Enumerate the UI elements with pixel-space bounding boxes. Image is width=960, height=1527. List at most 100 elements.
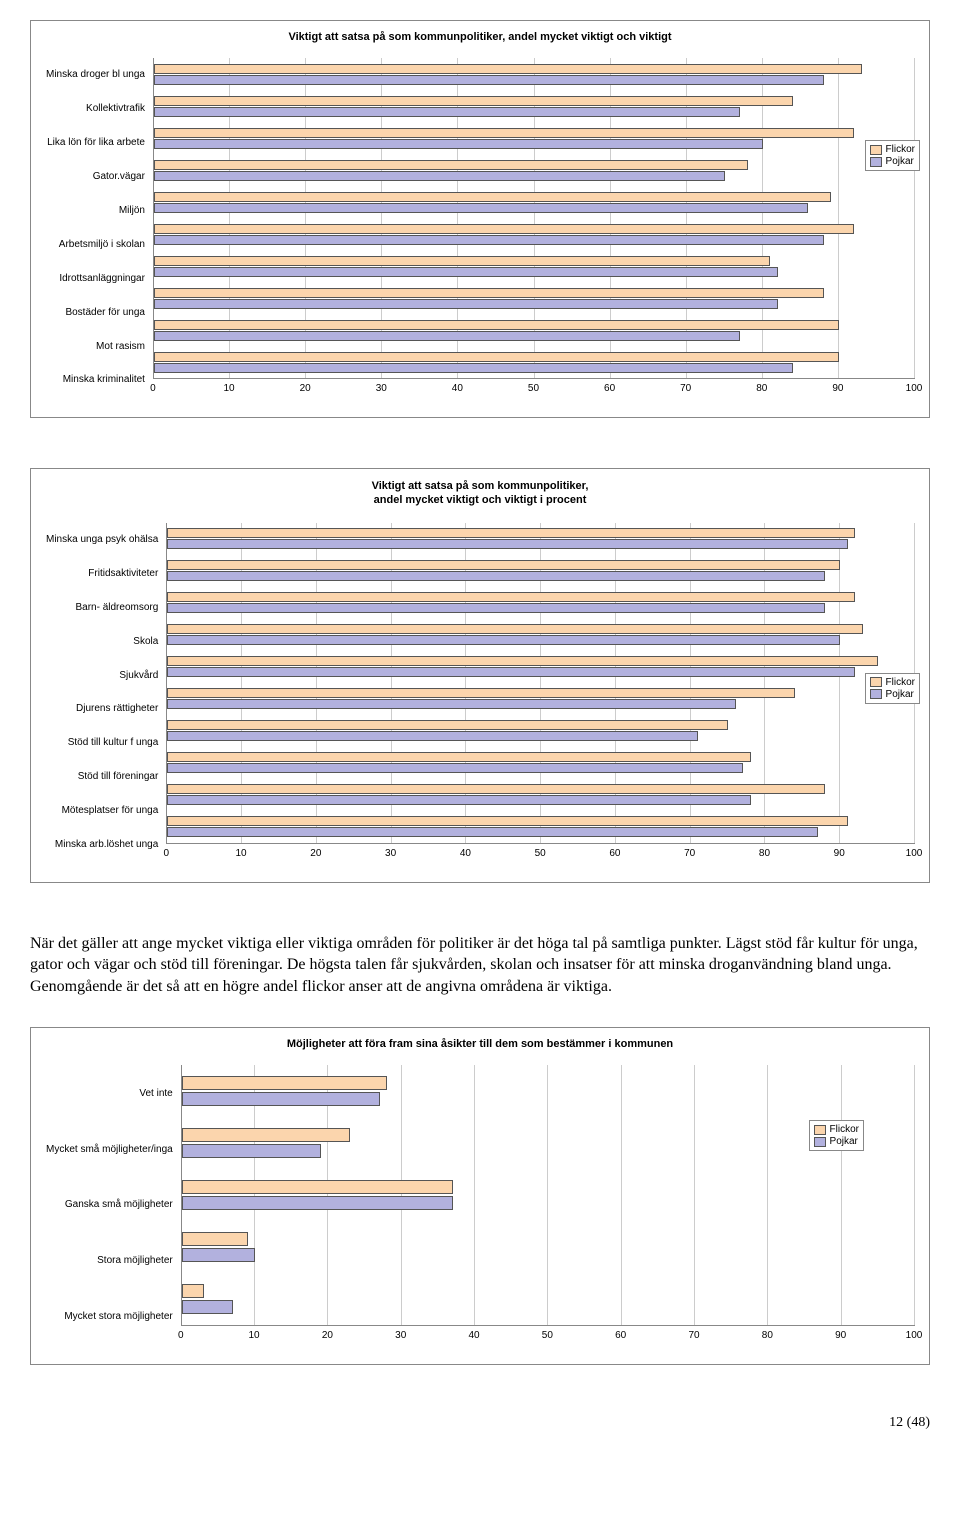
bar-flickor [154, 192, 831, 202]
bar-pojkar [167, 539, 847, 549]
y-label: Mycket stora möjligheter [46, 1292, 173, 1340]
chart-2: Viktigt att satsa på som kommunpolitiker… [30, 468, 930, 883]
bar-group [167, 587, 915, 619]
y-label: Miljön [46, 197, 145, 225]
bar-group [167, 555, 915, 587]
bar-flickor [154, 64, 862, 74]
chart-2-title-line2: andel mycket viktigt och viktigt i proce… [374, 494, 587, 506]
chart-3-plot-wrap: 0102030405060708090100 Flickor Pojkar [181, 1065, 914, 1344]
bar-group [182, 1221, 915, 1273]
bar-group [154, 282, 915, 314]
bar-pojkar [167, 763, 743, 773]
bar-group [154, 250, 915, 282]
bar-group [154, 122, 915, 154]
chart-2-x-axis: 0102030405060708090100 [166, 848, 914, 862]
y-label: Idrottsanläggningar [46, 264, 145, 292]
bar-flickor [154, 288, 824, 298]
y-label: Minska droger bl unga [46, 61, 145, 89]
x-tick-label: 90 [834, 848, 845, 859]
bar-group [167, 747, 915, 779]
x-tick-label: 0 [150, 383, 156, 394]
bar-group [167, 523, 915, 555]
legend-label-pojkar: Pojkar [830, 1136, 858, 1147]
legend-row-pojkar: Pojkar [870, 156, 915, 167]
chart-2-y-axis-labels: Minska unga psyk ohälsaFritidsaktivitete… [46, 523, 166, 862]
chart-2-plot-area [166, 523, 915, 844]
chart-3-plot-area [181, 1065, 915, 1326]
bar-pojkar [154, 203, 809, 213]
chart-1-y-axis-labels: Minska droger bl ungaKollektivtrafikLika… [46, 58, 153, 397]
chart-1-body: Minska droger bl ungaKollektivtrafikLika… [46, 58, 914, 397]
x-tick-label: 10 [248, 1330, 259, 1341]
legend-swatch-pojkar [814, 1137, 826, 1147]
chart-1-plot-wrap: 0102030405060708090100 Flickor Pojkar [153, 58, 914, 397]
legend-row-pojkar: Pojkar [814, 1136, 859, 1147]
y-label: Djurens rättigheter [46, 695, 158, 723]
chart-2-plot-wrap: 0102030405060708090100 Flickor Pojkar [166, 523, 914, 862]
bar-pojkar [167, 635, 840, 645]
y-label: Barn- äldreomsorg [46, 593, 158, 621]
legend-swatch-flickor [870, 677, 882, 687]
chart-3: Möjligheter att föra fram sina åsikter t… [30, 1027, 930, 1365]
chart-1-plot-area [153, 58, 915, 379]
y-label: Stora möjligheter [46, 1237, 173, 1285]
bar-pojkar [154, 171, 725, 181]
x-tick-label: 0 [164, 848, 170, 859]
y-label: Ganska små möjligheter [46, 1181, 173, 1229]
x-tick-label: 10 [236, 848, 247, 859]
legend-row-flickor: Flickor [870, 144, 915, 155]
bar-flickor [182, 1232, 248, 1246]
x-tick-label: 50 [542, 1330, 553, 1341]
legend-swatch-flickor [814, 1125, 826, 1135]
legend-row-flickor: Flickor [814, 1124, 859, 1135]
x-tick-label: 10 [223, 383, 234, 394]
bar-group [182, 1117, 915, 1169]
bar-flickor [182, 1076, 387, 1090]
x-tick-label: 70 [688, 1330, 699, 1341]
y-label: Vet inte [46, 1069, 173, 1117]
legend-swatch-flickor [870, 145, 882, 155]
bar-pojkar [167, 731, 698, 741]
bar-flickor [154, 160, 748, 170]
bar-pojkar [154, 235, 824, 245]
bar-pojkar [182, 1092, 380, 1106]
y-label: Bostäder för unga [46, 298, 145, 326]
x-tick-label: 20 [310, 848, 321, 859]
x-tick-label: 20 [300, 383, 311, 394]
page-number: 12 (48) [30, 1415, 930, 1431]
bar-pojkar [154, 363, 793, 373]
x-tick-label: 50 [528, 383, 539, 394]
bar-flickor [167, 688, 795, 698]
y-label: Minska unga psyk ohälsa [46, 526, 158, 554]
bar-pojkar [167, 603, 825, 613]
bar-pojkar [167, 827, 818, 837]
bar-pojkar [167, 571, 825, 581]
x-tick-label: 40 [468, 1330, 479, 1341]
bar-flickor [154, 128, 854, 138]
bar-flickor [154, 352, 839, 362]
legend-label-flickor: Flickor [886, 677, 915, 688]
chart-3-title: Möjligheter att föra fram sina åsikter t… [46, 1038, 914, 1050]
legend-label-pojkar: Pojkar [886, 689, 914, 700]
x-tick-label: 60 [604, 383, 615, 394]
x-tick-label: 60 [609, 848, 620, 859]
bar-group [167, 683, 915, 715]
bar-flickor [167, 784, 825, 794]
bar-flickor [154, 96, 793, 106]
legend-row-flickor: Flickor [870, 677, 915, 688]
chart-2-title: Viktigt att satsa på som kommunpolitiker… [46, 479, 914, 508]
x-tick-label: 70 [684, 848, 695, 859]
bar-flickor [182, 1180, 453, 1194]
x-tick-label: 80 [756, 383, 767, 394]
x-tick-label: 90 [835, 1330, 846, 1341]
y-label: Sjukvård [46, 661, 158, 689]
y-label: Mycket små möjligheter/inga [46, 1125, 173, 1173]
bar-group [167, 651, 915, 683]
legend-label-pojkar: Pojkar [886, 156, 914, 167]
bar-pojkar [154, 299, 778, 309]
bar-group [154, 186, 915, 218]
bar-group [154, 90, 915, 122]
bar-group [154, 218, 915, 250]
bar-pojkar [167, 699, 735, 709]
bar-flickor [182, 1284, 204, 1298]
